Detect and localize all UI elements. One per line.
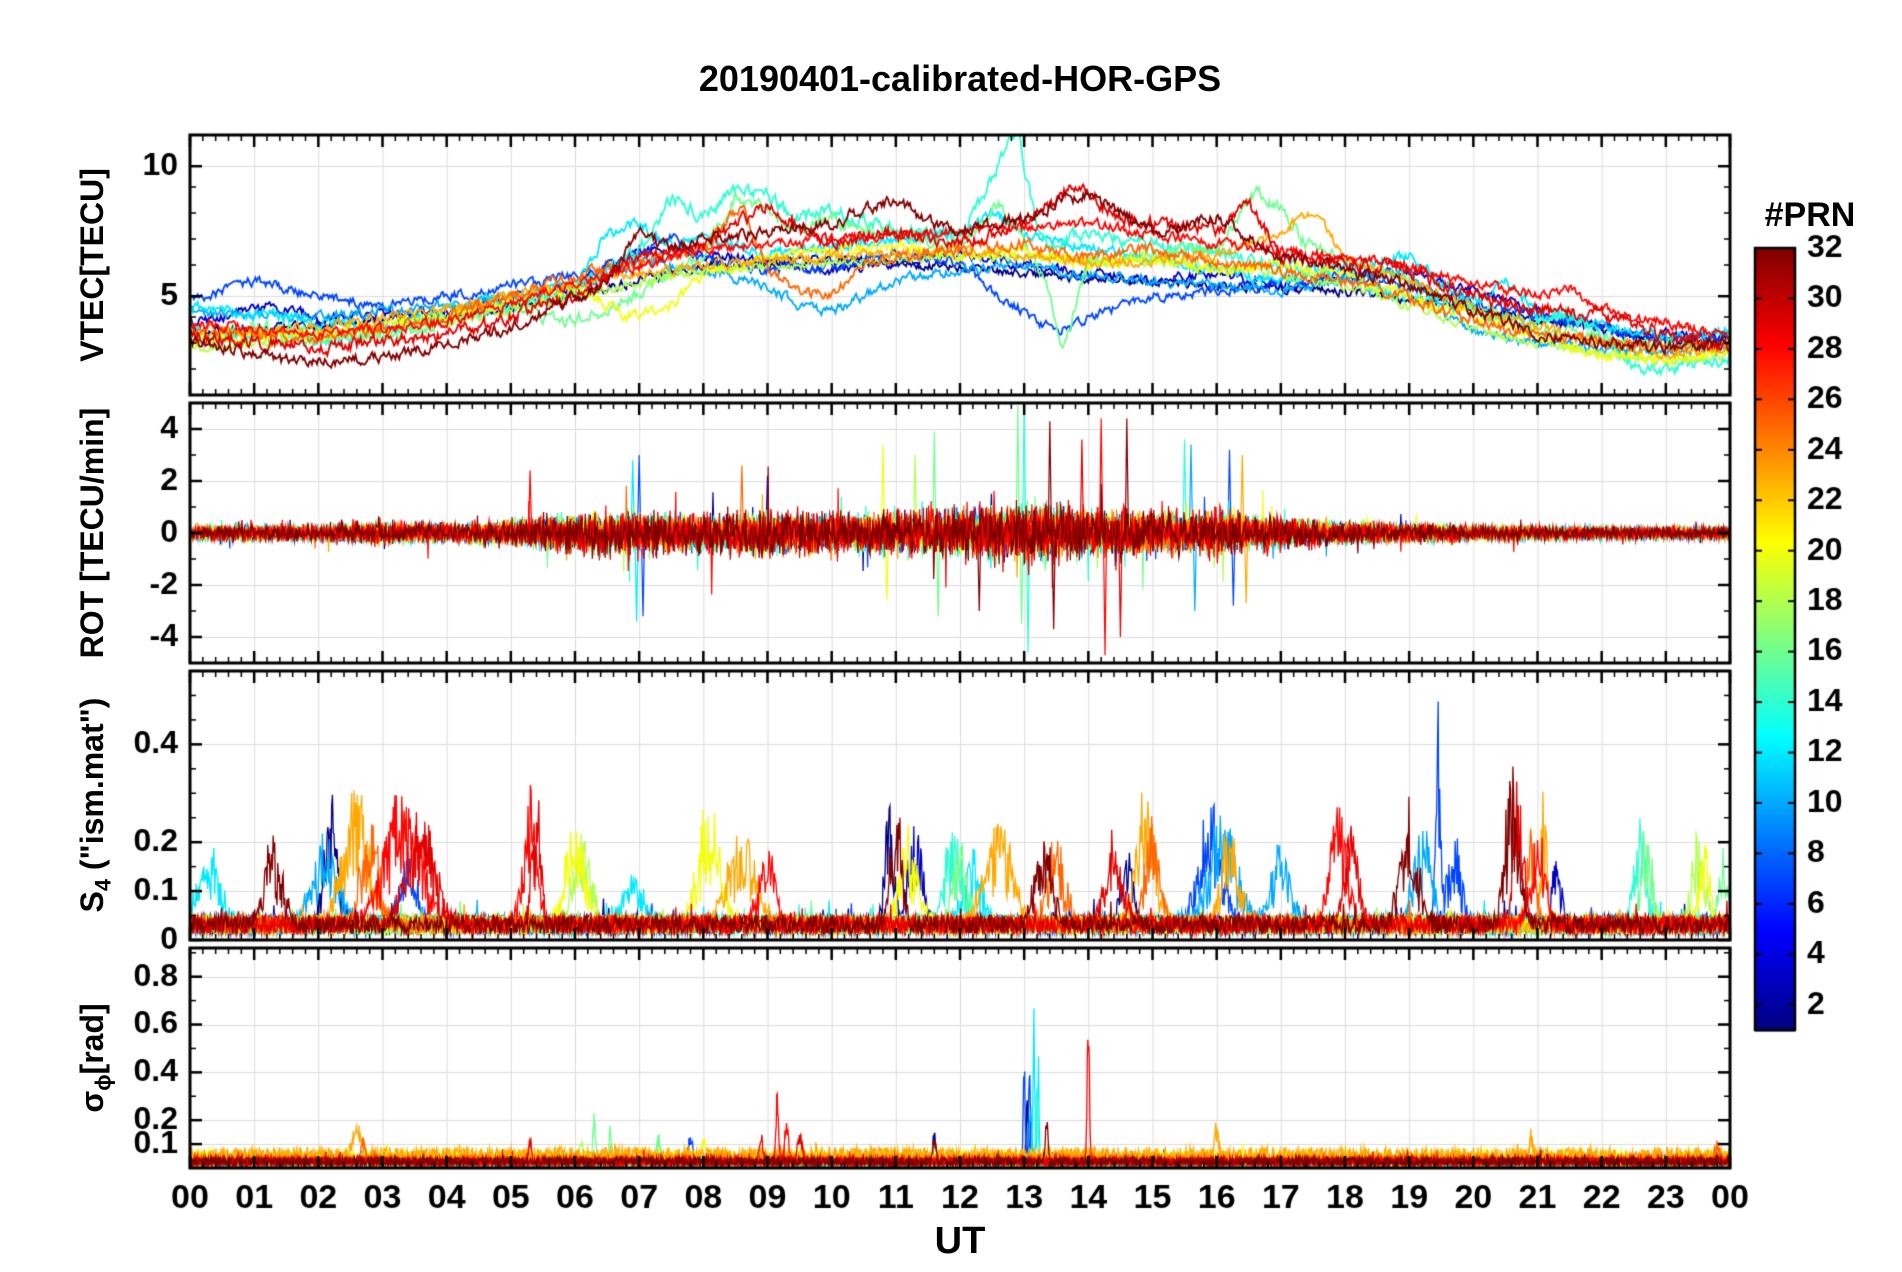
- chart-title: 20190401-calibrated-HOR-GPS: [698, 58, 1222, 99]
- ylabel-sigmaphi-pre: σ: [74, 1090, 110, 1113]
- ylabel-sigmaphi: σϕ[rad]: [71, 848, 116, 1268]
- xlabel-ut: UT: [934, 1220, 986, 1262]
- colorbar-title: #PRN: [1764, 196, 1856, 234]
- ylabel-sigmaphi-sub: ϕ: [90, 1074, 116, 1091]
- ylabel-sigmaphi-post: [rad]: [74, 1003, 110, 1075]
